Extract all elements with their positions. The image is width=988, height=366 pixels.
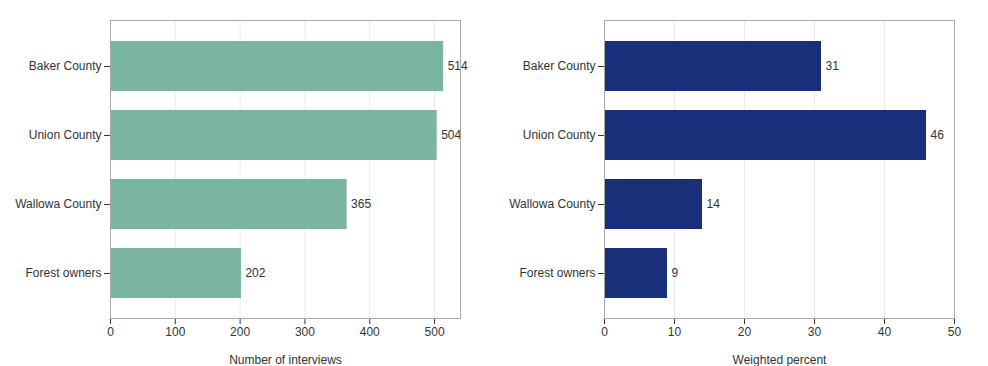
svg-text:46: 46 xyxy=(931,128,945,142)
svg-text:202: 202 xyxy=(245,266,265,280)
svg-text:Wallowa County: Wallowa County xyxy=(509,197,595,211)
svg-text:300: 300 xyxy=(295,325,315,339)
svg-text:500: 500 xyxy=(425,325,445,339)
svg-text:20: 20 xyxy=(738,325,752,339)
svg-text:Number of interviews: Number of interviews xyxy=(229,353,342,366)
svg-text:50: 50 xyxy=(948,325,962,339)
svg-text:0: 0 xyxy=(601,325,608,339)
svg-text:14: 14 xyxy=(707,197,721,211)
svg-text:30: 30 xyxy=(808,325,822,339)
svg-text:200: 200 xyxy=(230,325,250,339)
svg-text:Union County: Union County xyxy=(523,128,596,142)
svg-text:Baker County: Baker County xyxy=(523,59,596,73)
svg-text:100: 100 xyxy=(165,325,185,339)
svg-text:Forest owners: Forest owners xyxy=(519,266,595,280)
svg-text:514: 514 xyxy=(448,59,468,73)
svg-text:9: 9 xyxy=(672,266,679,280)
svg-text:Union County: Union County xyxy=(29,128,102,142)
svg-text:365: 365 xyxy=(351,197,371,211)
svg-text:Wallowa County: Wallowa County xyxy=(15,197,101,211)
svg-text:400: 400 xyxy=(360,325,380,339)
svg-text:Forest owners: Forest owners xyxy=(25,266,101,280)
svg-text:Baker County: Baker County xyxy=(29,59,102,73)
svg-text:31: 31 xyxy=(826,59,840,73)
svg-text:Weighted percent: Weighted percent xyxy=(733,353,828,366)
svg-text:10: 10 xyxy=(668,325,682,339)
svg-text:40: 40 xyxy=(878,325,892,339)
svg-text:504: 504 xyxy=(441,128,461,142)
svg-text:0: 0 xyxy=(107,325,114,339)
